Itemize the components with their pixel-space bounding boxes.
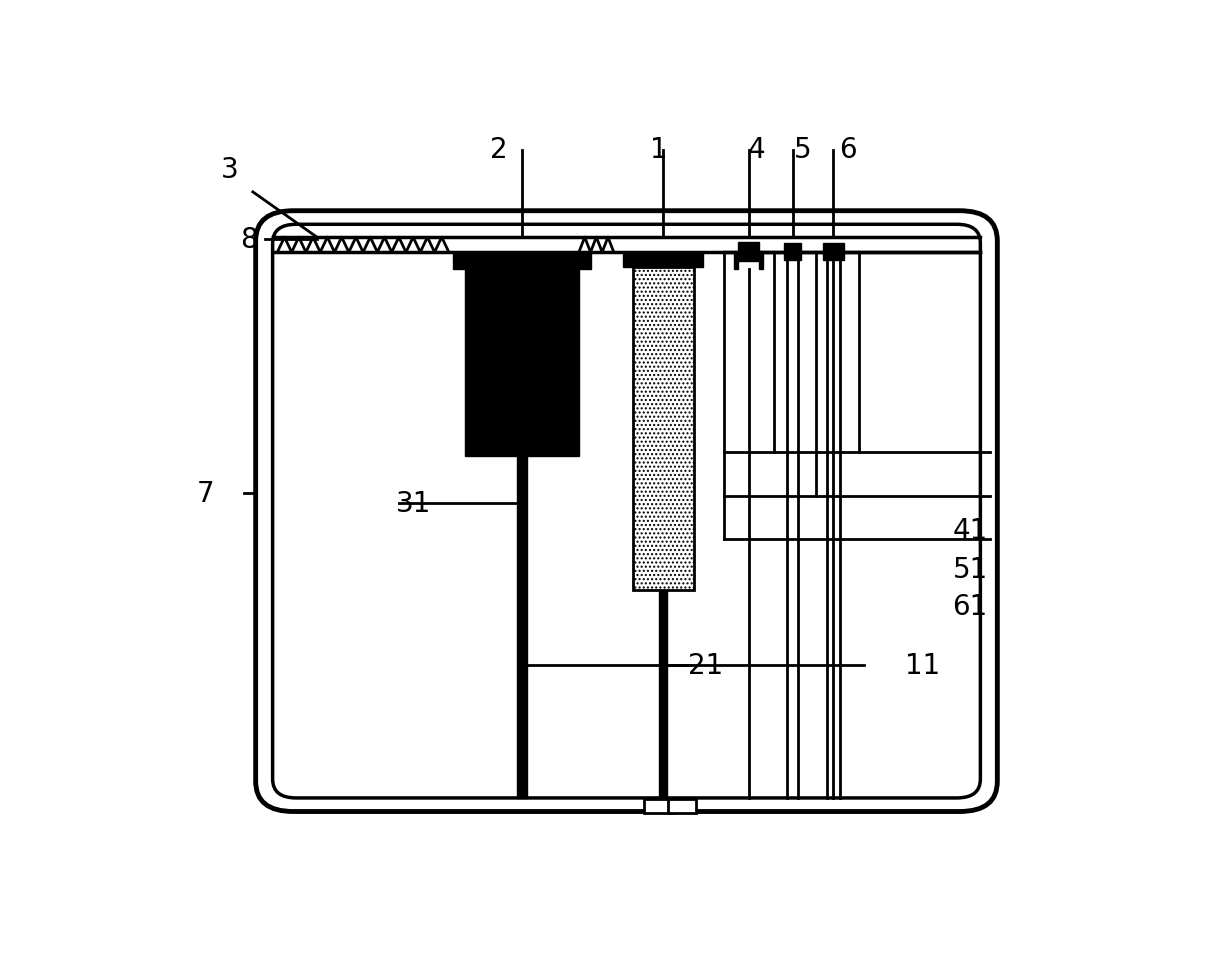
Bar [517,456,527,798]
Text: 8: 8 [241,226,258,254]
Bar [734,253,738,270]
Bar [632,268,694,591]
Text: 6: 6 [839,136,856,163]
Text: 21: 21 [687,650,722,679]
Text: 61: 61 [952,593,987,621]
Text: 41: 41 [952,516,987,544]
Bar [759,253,764,270]
Bar [644,800,672,813]
Text: 5: 5 [794,136,811,163]
Bar [465,270,579,456]
Text: 7: 7 [197,480,214,508]
Bar [452,253,591,270]
Bar [623,253,703,268]
Text: 11: 11 [905,650,940,679]
Text: 2: 2 [490,136,507,163]
Text: 4: 4 [748,136,765,163]
Text: 1: 1 [651,136,668,163]
Text: 3: 3 [220,156,238,184]
Bar [823,244,844,260]
Bar [784,244,801,260]
Text: 51: 51 [952,556,987,583]
Bar [738,244,759,262]
Bar [668,800,697,813]
Bar [659,591,668,798]
Text: 31: 31 [396,490,432,517]
